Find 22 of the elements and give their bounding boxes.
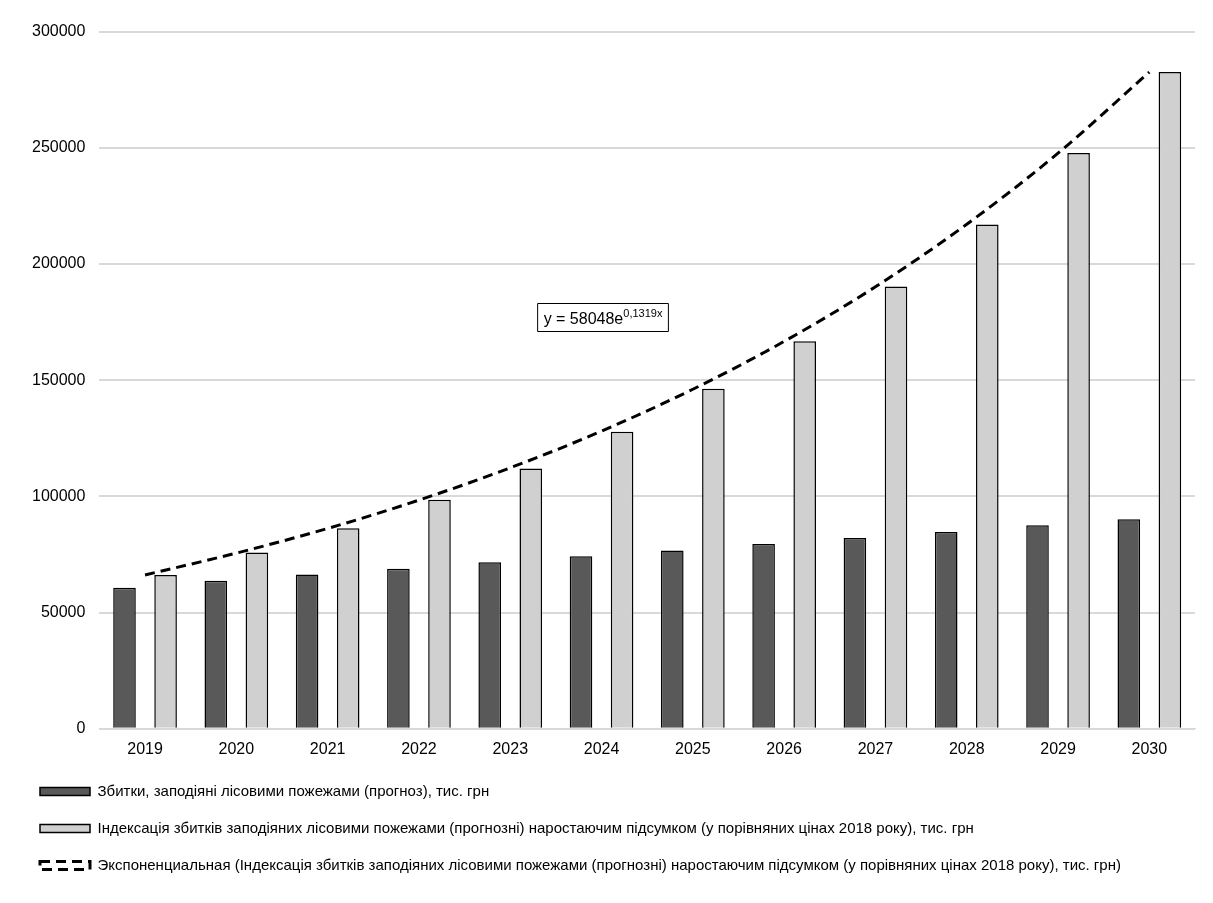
y-tick-label: 50000	[40, 603, 86, 621]
y-tick-label: 0	[76, 719, 86, 737]
x-tick-label: 2023	[492, 739, 529, 757]
x-tick-label: 2030	[1131, 739, 1168, 757]
legend-label: Індексація збитків заподіяних лісовими пожежами (прогнозні) наростаючим підсумком (у порівняних цінах 2018 року), тис. грн	[97, 818, 974, 836]
legend-label: Экспоненциальная (Індексація збитків заподіяних лісовими пожежами (прогнозні) наростаючим підсумком (у порівняних цінах 2018 року), тис. грн)	[97, 855, 1121, 873]
y-tick-label: 100000	[32, 486, 86, 504]
x-tick-label: 2025	[675, 739, 711, 757]
x-tick-label: 2029	[1040, 739, 1076, 757]
y-tick-label: 250000	[32, 138, 86, 156]
legend-label: Збитки, заподіяні лісовими пожежами (прогноз), тис. грн	[97, 781, 490, 799]
x-tick-label: 2028	[948, 739, 985, 757]
x-tick-label: 2024	[583, 739, 620, 757]
x-tick-label: 2026	[766, 739, 803, 757]
y-tick-label: 300000	[32, 22, 86, 40]
x-tick-label: 2021	[309, 739, 346, 757]
x-tick-label: 2027	[857, 739, 894, 757]
y-tick-label: 150000	[32, 370, 86, 388]
x-tick-label: 2019	[127, 739, 163, 757]
x-tick-label: 2022	[401, 739, 437, 757]
y-tick-label: 200000	[32, 254, 86, 272]
x-tick-label: 2020	[218, 739, 255, 757]
